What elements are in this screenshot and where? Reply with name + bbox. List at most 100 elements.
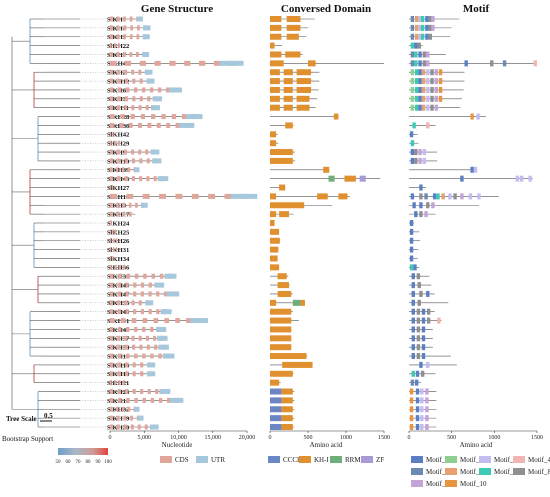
cds-exon [131,69,135,75]
cds-exon [166,122,171,128]
motif-block [411,326,415,333]
domain-block [296,104,310,111]
utr-block [164,273,177,279]
domain-block [270,220,275,226]
cds-exon [114,43,116,49]
cds-exon [117,96,121,102]
utr-block [143,25,151,31]
motif-block [460,175,464,182]
gene-label: SlKH30 [107,123,130,130]
motif-block [414,51,418,58]
cds-exon [125,309,129,315]
cds-exon [131,149,135,155]
cds-exon [131,105,135,111]
cds-exon [110,202,113,208]
cds-exon [110,25,113,31]
gene-legend-item-label: UTR [211,456,225,464]
motif-block [414,211,418,218]
cds-exon [115,238,118,244]
domain-block [270,264,280,271]
motif-block [409,246,414,253]
cds-exon [175,122,180,128]
domain-legend: CCCH KH-I RRM ZF [268,456,384,464]
domain-block [270,237,280,244]
motif-block [421,78,426,85]
motif-legend-item-label: Motif_6 [460,468,483,476]
cds-exon [110,211,113,217]
cds-exon [117,362,121,368]
motif-block [410,51,415,58]
cds-exon [145,105,149,111]
domain-block [285,51,301,58]
cds-exon [117,371,121,377]
nucleotide-axis-tick-label: 10,000 [170,435,187,441]
domain-block [277,290,292,297]
motif-block [414,33,419,40]
cds-exon [110,96,114,102]
domain-block [279,184,286,191]
cds-exon [110,247,112,253]
motif-legend-item-label: Motif_1 [426,456,449,464]
nucleotide-axis-tick-label: 15,000 [205,435,222,441]
cds-exon [112,229,114,235]
motif-block [414,78,419,85]
motif-block [425,406,429,413]
motif-legend-item-label: Motif_3 [494,456,517,464]
motif-block [410,104,415,111]
motif-block [428,24,433,31]
domain-block [281,388,293,395]
motif-block [409,131,414,138]
domain-block [296,78,312,85]
cds-exon [110,229,112,235]
utr-block [219,60,244,66]
cds-exon [125,362,129,368]
gene-label: SlKH2 [107,70,127,77]
domain-block [270,104,280,111]
motif-block [425,415,429,422]
motif-block [416,335,421,342]
domain-block [270,308,292,315]
gene-label: SlKH41 [107,318,129,325]
motif-block [418,78,422,85]
gene-legend-item-label: CDS [175,456,189,464]
cds-exon [118,264,121,270]
motif-block [420,33,425,40]
gene-label: SlKH26 [107,238,130,245]
cds-exon [124,158,128,164]
domain-block [270,344,292,351]
motif-axis-label: Amino acid [460,441,493,449]
motif-block [422,157,427,164]
cds-exon [110,255,112,261]
motif-block [434,69,438,76]
motif-block [422,149,427,156]
cds-exon [128,122,133,128]
cds-exon [128,202,132,208]
utr-block [162,353,175,359]
utr-block [140,202,148,208]
domain-block [270,131,277,138]
motif-block [409,237,414,244]
cds-exon [110,318,115,324]
cds-exon [131,318,137,324]
gene-legend: CDS UTR [160,456,225,464]
cds-exon [144,424,148,430]
motif-block [426,51,430,58]
bootstrap-tick-label: 100 [104,460,112,465]
cds-exon [186,318,191,324]
motif-block [421,353,426,360]
cds-exon [114,264,117,270]
motif-block [421,104,426,111]
motif-block [414,149,418,156]
domain-block [270,33,282,40]
domain-block [283,86,293,93]
cds-exon [159,273,164,279]
motif-block [425,33,429,40]
domain-block [283,69,293,76]
cds-exon [110,300,114,306]
cds-exon [127,167,131,173]
motif-block [411,353,415,360]
domain-block [270,424,282,430]
gene-label: SlKH24 [107,220,130,227]
bootstrap-tick-label: 80 [86,460,92,465]
motif-block [413,264,417,271]
